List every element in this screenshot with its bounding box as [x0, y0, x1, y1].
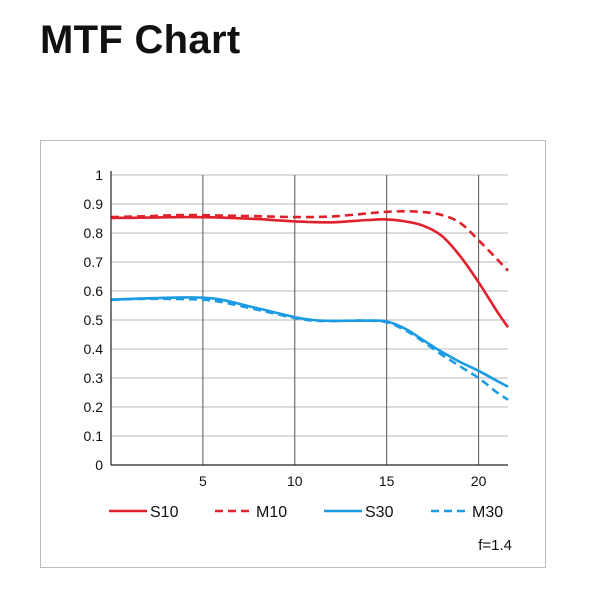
mtf-chart: 00.10.20.30.40.50.60.70.80.915 10 15 20 S10…	[84, 167, 512, 554]
x-tick-label: 10	[287, 473, 303, 489]
x-tick-label: 20	[471, 473, 487, 489]
chart-annotation: f=1.4	[478, 537, 512, 554]
axis-layer: 00.10.20.30.40.50.60.70.80.915 10 15 20	[84, 167, 508, 489]
legend-label-s10: S10	[150, 504, 179, 521]
y-tick-label: 0.3	[84, 370, 104, 386]
legend-label-s30: S30	[365, 504, 394, 521]
y-tick-label: 0	[95, 457, 103, 473]
series-line-m30	[110, 297, 509, 401]
legend-label-m10: M10	[256, 504, 287, 521]
y-tick-label: 0.7	[84, 254, 104, 270]
series-line-m10	[110, 209, 509, 272]
series-layer	[110, 209, 510, 401]
y-tick-label: 1	[95, 167, 103, 183]
y-tick-label: 0.6	[84, 283, 104, 299]
y-tick-label: 0.9	[84, 196, 104, 212]
series-line-s10	[110, 215, 510, 329]
legend-layer: S10 M10 S30 M30	[109, 504, 503, 521]
legend-label-m30: M30	[472, 504, 503, 521]
y-tick-label: 0.8	[84, 225, 104, 241]
x-tick-label: 5	[199, 473, 207, 489]
y-tick-label: 0.1	[84, 428, 104, 444]
series-line-s30	[110, 296, 509, 388]
y-tick-label: 0.4	[84, 341, 104, 357]
y-tick-label: 0.5	[84, 312, 104, 328]
page-title: MTF Chart	[40, 18, 241, 62]
chart-frame: 0 0.1 0.2 0.3 0.4 0.5 0.6 0.7 0.8 0.9 1 5 10 15 20 S10…	[40, 140, 546, 568]
y-tick-label: 0.2	[84, 399, 104, 415]
x-tick-label: 15	[379, 473, 395, 489]
